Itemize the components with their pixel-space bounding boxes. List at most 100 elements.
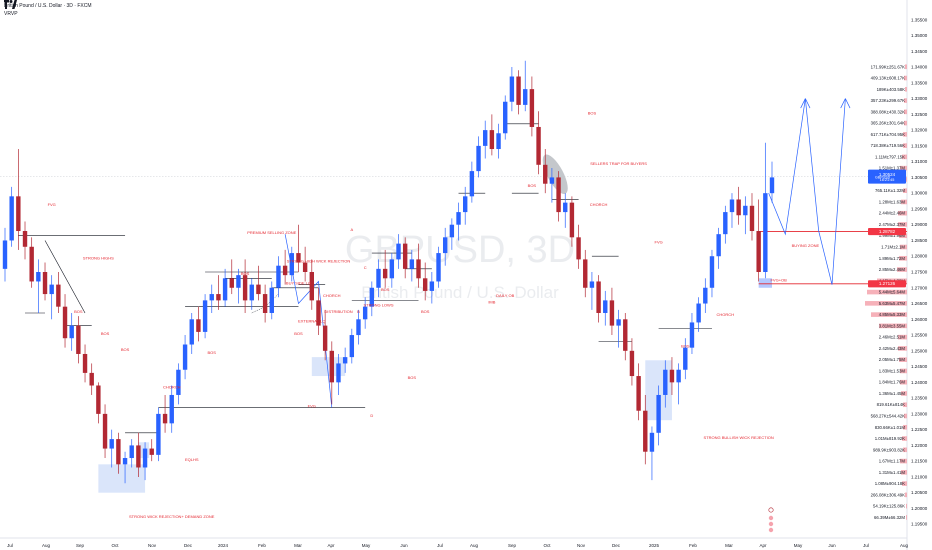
volume-profile-bar — [899, 255, 907, 261]
volume-profile-label: 388.08K±430.32K — [871, 109, 906, 114]
price-tick-label: 1.22500 — [911, 427, 928, 432]
candle-body — [763, 193, 768, 272]
price-tick-label: 1.21000 — [911, 474, 928, 479]
time-tick-label: Jun — [828, 543, 836, 548]
candle-body — [176, 369, 181, 395]
price-tick-label: 1.25500 — [911, 333, 928, 338]
candle-body — [449, 224, 455, 238]
volume-profile-label: 5.44M±5.64M — [879, 290, 906, 295]
candle-body — [489, 130, 495, 150]
strong-highs-trendline — [44, 240, 86, 314]
volume-profile-label: 765.11K±1.32M — [875, 188, 905, 193]
price-tick-label: 1.32000 — [911, 128, 928, 133]
candle-body — [469, 171, 475, 197]
volume-profile-label: 365.26K±301.64K — [871, 121, 906, 126]
volume-profile-bar — [906, 515, 907, 520]
candle-body — [322, 325, 328, 351]
time-tick-label: Aug — [42, 543, 51, 548]
volume-profile-label: 266.08K±306.49K — [871, 492, 906, 497]
time-tick-label: Mar — [294, 543, 302, 548]
chart-annotation: FVG+OB — [770, 277, 787, 282]
candle-body — [623, 319, 628, 351]
time-tick-label: Aug — [470, 543, 479, 548]
candle-body — [276, 265, 281, 288]
candle-body — [723, 212, 728, 235]
candle-body — [349, 335, 355, 358]
volume-profile-label: 1.71M±2.1M — [881, 245, 905, 250]
chart-annotation: BOS — [528, 183, 537, 188]
chart-annotation: A — [350, 227, 353, 232]
time-tick-label: Mar — [725, 543, 733, 548]
price-tick-label: 1.31000 — [911, 159, 928, 164]
candle-body — [503, 101, 508, 134]
volume-profile-bar — [905, 86, 907, 92]
candle-body — [663, 369, 668, 395]
candle-body — [156, 413, 161, 455]
chart-annotation: STRONG WICK REJECTION+ DEMAND ZONE — [129, 514, 215, 519]
volume-profile-label: 3.81M±3.55M — [879, 323, 906, 328]
tradingview-logo-icon[interactable] — [4, 0, 17, 9]
chart-annotation: BOS — [121, 347, 130, 352]
volume-profile-label: 2.05M±1.75M — [879, 357, 906, 362]
volume-profile-bar — [900, 165, 907, 171]
projection-arrowhead-two — [845, 98, 851, 109]
volume-profile-label: 568.27K±544.42K — [871, 414, 906, 419]
price-tick-label: 1.28000 — [911, 254, 928, 259]
candle-body — [336, 363, 341, 383]
volume-profile-label: 2.47M±2.37M — [879, 222, 906, 227]
level-two-label-box — [868, 280, 906, 288]
chart-annotation: BOS — [408, 375, 417, 380]
chart-annotation: EXTERNAL LQ — [298, 318, 325, 323]
volume-profile-bar — [904, 413, 907, 419]
candle-body — [262, 294, 268, 313]
volume-profile-label: 1.11M±797.15K — [875, 154, 905, 159]
volume-profile-bar — [898, 346, 907, 351]
candle-body — [376, 268, 381, 288]
price-tick-label: 1.33000 — [911, 96, 928, 101]
price-tick-label: 1.29000 — [911, 222, 928, 227]
price-tick-label: 1.26500 — [911, 301, 928, 306]
time-tick-label: Feb — [258, 543, 266, 548]
candle-body — [769, 177, 775, 194]
candle-body — [476, 145, 481, 172]
candle-body — [496, 133, 501, 150]
volume-profile-label: 54.19K±125.86K — [873, 504, 905, 509]
current-price-label: 1.30524 — [879, 172, 896, 177]
candle-body — [122, 458, 128, 465]
volume-profile-bar — [903, 188, 907, 193]
level-two-label: 1.27126 — [879, 281, 896, 286]
candle-body — [583, 259, 588, 288]
time-tick-label: Jul — [863, 543, 869, 548]
price-tick-label: 1.23000 — [911, 411, 928, 416]
candle-body — [109, 439, 114, 449]
candle-body — [142, 448, 148, 468]
volume-profile-bar — [901, 199, 907, 205]
volume-profile-label: 989.9K±903.82K — [873, 447, 905, 452]
candle-body — [316, 300, 321, 326]
candle-body — [696, 303, 701, 323]
volume-profile-label: 1.01M±819.92K — [875, 436, 905, 441]
candle-body — [189, 319, 194, 345]
price-tick-label: 1.20500 — [911, 490, 928, 495]
candle-body — [76, 325, 81, 354]
volume-profile-label: 2.85M±2.46M — [879, 267, 906, 272]
indicator-label[interactable]: VRVP — [4, 11, 18, 17]
price-tick-label: 1.34000 — [911, 65, 928, 70]
candle-body — [162, 413, 168, 424]
volume-profile-bar — [905, 492, 907, 498]
chart-annotation: BUY SIDE LQ — [286, 281, 311, 286]
candle-body — [689, 322, 695, 348]
chart-annotation: BOS — [294, 331, 303, 336]
candle-body — [36, 272, 41, 282]
candle-body — [302, 262, 308, 272]
volume-profile-bar — [871, 312, 907, 317]
price-tick-label: 1.27000 — [911, 285, 928, 290]
candle-body — [703, 287, 708, 304]
candle-body — [523, 89, 528, 105]
time-tick-label: May — [362, 543, 371, 548]
sellers-trap-highlight — [542, 154, 568, 195]
candle-body — [636, 376, 641, 411]
candle-body — [709, 256, 715, 288]
volume-profile-bar — [900, 379, 907, 385]
